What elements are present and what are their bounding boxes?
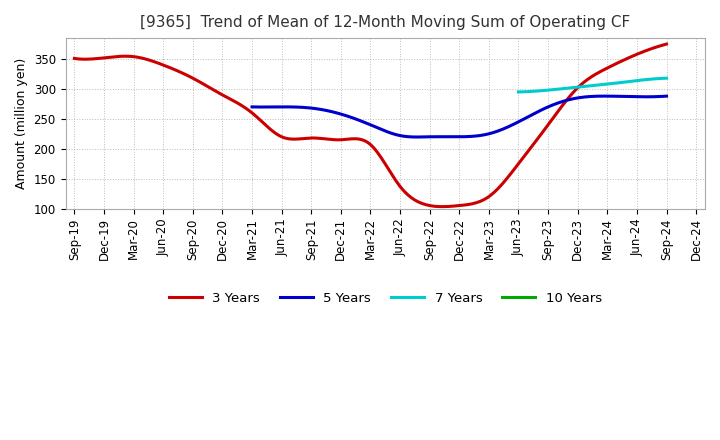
5 Years	[662, 93, 671, 99]
3 Years	[608, 62, 617, 68]
7 Years	[662, 76, 671, 81]
5 Years	[598, 93, 607, 99]
3 Years	[72, 56, 81, 61]
3 Years	[420, 202, 429, 207]
5 Years	[413, 134, 421, 139]
Line: 3 Years: 3 Years	[74, 44, 667, 207]
3 Years	[70, 56, 78, 61]
3 Years	[571, 88, 580, 93]
7 Years	[602, 82, 611, 87]
3 Years	[662, 41, 671, 47]
7 Years	[603, 81, 611, 87]
5 Years	[600, 93, 608, 99]
Title: [9365]  Trend of Mean of 12-Month Moving Sum of Operating CF: [9365] Trend of Mean of 12-Month Moving …	[140, 15, 631, 30]
7 Years	[648, 77, 657, 82]
Legend: 3 Years, 5 Years, 7 Years, 10 Years: 3 Years, 5 Years, 7 Years, 10 Years	[163, 287, 607, 310]
7 Years	[515, 89, 523, 95]
7 Years	[605, 81, 613, 87]
5 Years	[626, 94, 635, 99]
7 Years	[639, 77, 647, 83]
3 Years	[433, 204, 441, 209]
5 Years	[495, 128, 503, 133]
Line: 7 Years: 7 Years	[518, 78, 667, 92]
7 Years	[514, 89, 523, 95]
5 Years	[496, 128, 505, 133]
Y-axis label: Amount (million yen): Amount (million yen)	[15, 58, 28, 189]
5 Years	[248, 104, 256, 110]
3 Years	[438, 204, 447, 209]
5 Years	[503, 125, 511, 130]
5 Years	[249, 104, 258, 110]
Line: 5 Years: 5 Years	[252, 96, 667, 137]
3 Years	[423, 202, 431, 208]
